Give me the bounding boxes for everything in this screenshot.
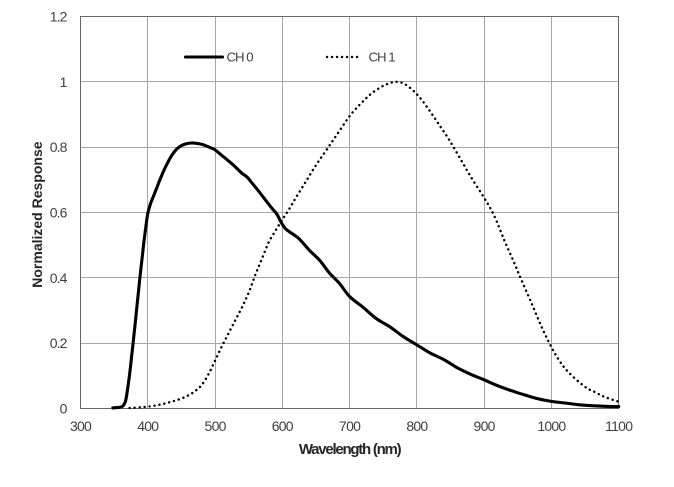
svg-text:900: 900 bbox=[474, 418, 496, 434]
svg-text:500: 500 bbox=[205, 418, 227, 434]
svg-text:300: 300 bbox=[70, 418, 92, 434]
svg-text:800: 800 bbox=[406, 418, 428, 434]
svg-text:1.2: 1.2 bbox=[50, 9, 68, 25]
svg-text:CH 1: CH 1 bbox=[369, 50, 396, 65]
svg-text:400: 400 bbox=[137, 418, 159, 434]
svg-text:CH 0: CH 0 bbox=[227, 50, 254, 65]
svg-text:1100: 1100 bbox=[605, 418, 633, 434]
svg-text:0.6: 0.6 bbox=[50, 205, 68, 221]
svg-text:700: 700 bbox=[339, 418, 361, 434]
svg-text:0.8: 0.8 bbox=[50, 139, 68, 155]
svg-text:1000: 1000 bbox=[537, 418, 566, 434]
svg-text:0.2: 0.2 bbox=[50, 335, 68, 351]
svg-text:Normalized Response: Normalized Response bbox=[29, 141, 45, 287]
svg-text:0.4: 0.4 bbox=[50, 270, 68, 286]
svg-text:1: 1 bbox=[60, 74, 68, 90]
svg-text:600: 600 bbox=[272, 418, 294, 434]
svg-text:0: 0 bbox=[60, 401, 68, 417]
svg-text:Wavelength (nm): Wavelength (nm) bbox=[299, 441, 402, 458]
